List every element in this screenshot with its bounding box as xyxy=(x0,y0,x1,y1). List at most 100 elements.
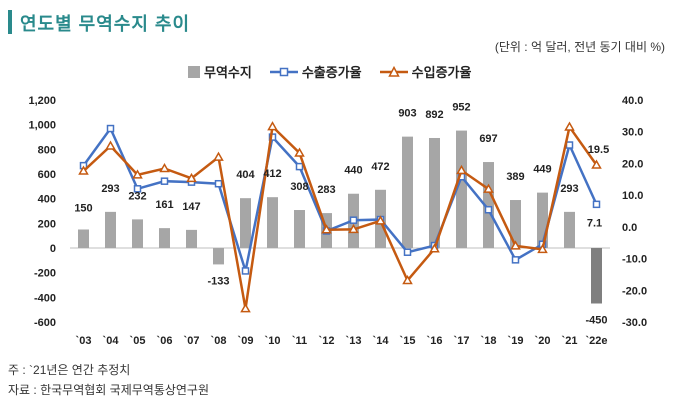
export-growth-line xyxy=(82,126,598,272)
export-marker xyxy=(484,205,493,214)
x-tick-label: `06 xyxy=(157,335,173,347)
x-tick-label: `08 xyxy=(211,335,227,347)
legend-balance: 무역수지 xyxy=(188,62,252,81)
x-tick-label: `14 xyxy=(373,335,390,347)
import-marker xyxy=(564,121,575,131)
export-marker xyxy=(133,185,142,193)
footnote: 주 : `21년은 연간 추정치 xyxy=(8,363,131,377)
y-left-tick-label: 1,000 xyxy=(28,120,56,132)
bar xyxy=(402,136,413,248)
import-marker xyxy=(483,183,494,193)
legend-bar-swatch xyxy=(188,65,200,78)
x-tick-label: `05 xyxy=(130,335,146,347)
import-marker xyxy=(132,169,143,179)
legend-export: 수출증가율 xyxy=(269,62,362,81)
bar-data-label: 161 xyxy=(155,199,173,211)
y-right-tick-label: 30.0 xyxy=(622,127,643,139)
import-marker xyxy=(456,164,467,175)
export-marker xyxy=(592,200,601,209)
bar-data-label: 449 xyxy=(533,164,551,176)
import-marker xyxy=(186,172,197,183)
import-marker xyxy=(375,215,386,225)
import-marker xyxy=(537,243,548,254)
x-tick-label: `15 xyxy=(400,335,416,347)
legend-balance-label: 무역수지 xyxy=(204,65,252,80)
bar xyxy=(537,192,548,248)
import-marker xyxy=(267,121,278,131)
x-tick-label: `04 xyxy=(103,335,120,347)
bar-data-label: 389 xyxy=(506,171,524,183)
y-left-tick-label: -400 xyxy=(34,292,56,304)
bar xyxy=(186,229,197,248)
page-title: 연도별 무역수지 추이 xyxy=(20,14,191,34)
bar-data-label: 892 xyxy=(425,109,443,121)
legend-export-swatch xyxy=(269,67,298,76)
y-right-tick-label: -20.0 xyxy=(622,285,647,297)
bar xyxy=(132,219,143,248)
y-left-tick-label: 1,200 xyxy=(28,95,56,107)
export-end-label: 7.1 xyxy=(587,217,602,229)
y-right-tick-label: 20.0 xyxy=(622,158,643,170)
y-left-tick-label: 400 xyxy=(38,194,56,206)
import-end-label: 19.5 xyxy=(588,144,609,156)
y-left-tick-label: 200 xyxy=(38,218,56,230)
bar-data-label: 697 xyxy=(479,133,497,145)
x-tick-label: `21 xyxy=(562,335,578,347)
x-tick-label: `22e xyxy=(585,335,607,347)
bar xyxy=(510,200,521,248)
export-marker xyxy=(106,124,115,133)
bar-data-label: 412 xyxy=(263,168,281,180)
bar-data-label: 293 xyxy=(560,183,578,195)
bar xyxy=(240,198,251,248)
y-right-tick-label: -10.0 xyxy=(622,254,647,266)
bar xyxy=(213,248,224,265)
import-marker xyxy=(429,243,440,253)
bar-data-label: 440 xyxy=(344,165,362,177)
bar-data-label: 283 xyxy=(317,184,335,196)
export-marker xyxy=(214,179,223,188)
y-left-tick-label: 800 xyxy=(38,144,56,156)
bar-data-label: 903 xyxy=(398,108,416,120)
bar xyxy=(159,228,170,248)
import-marker xyxy=(510,240,521,250)
import-marker xyxy=(348,223,359,234)
x-tick-label: `19 xyxy=(508,335,524,347)
x-tick-label: `16 xyxy=(427,335,443,347)
bar-data-label: 150 xyxy=(74,203,92,215)
unit-note: (단위 : 억 달러, 전년 동기 대비 %) xyxy=(494,40,665,54)
bar xyxy=(483,162,494,248)
bar xyxy=(78,229,89,248)
title-accent-bar xyxy=(8,10,12,34)
bar xyxy=(429,137,440,248)
y-left-tick-label: -600 xyxy=(34,317,56,329)
x-tick-label: `18 xyxy=(481,335,497,347)
bar xyxy=(105,211,116,248)
legend-import: 수입증가율 xyxy=(379,62,472,81)
x-tick-label: `20 xyxy=(535,335,551,347)
import-marker xyxy=(402,274,413,285)
bar xyxy=(294,210,305,248)
bar xyxy=(564,211,575,248)
x-tick-label: `03 xyxy=(76,335,92,347)
bar xyxy=(267,197,278,248)
export-marker xyxy=(160,177,169,185)
x-tick-label: `17 xyxy=(454,335,470,347)
bar-data-label: 404 xyxy=(236,169,255,181)
export-marker xyxy=(349,216,358,224)
bar-data-label: 232 xyxy=(128,190,146,202)
import-marker xyxy=(591,159,602,169)
source-note: 자료 : 한국무역협회 국제무역통상연구원 xyxy=(8,383,210,397)
import-marker xyxy=(321,224,332,234)
x-tick-label: `09 xyxy=(238,335,254,347)
bar-data-label: 293 xyxy=(101,183,119,195)
x-tick-label: `12 xyxy=(319,335,335,347)
y-right-tick-label: 0.0 xyxy=(622,222,637,234)
x-tick-label: `10 xyxy=(265,335,281,347)
legend-import-swatch xyxy=(379,65,408,77)
y-left-tick-label: -200 xyxy=(34,268,56,280)
x-tick-label: `11 xyxy=(292,335,307,347)
import-marker xyxy=(213,151,224,161)
export-marker xyxy=(565,141,574,149)
legend-import-label: 수입증가율 xyxy=(411,65,472,80)
bar xyxy=(591,248,602,304)
